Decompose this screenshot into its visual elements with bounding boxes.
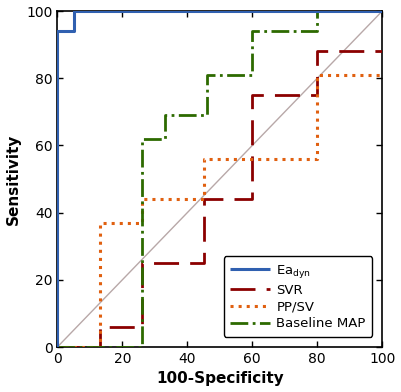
Legend: Ea$_{\rm dyn}$, SVR, PP/SV, Baseline MAP: Ea$_{\rm dyn}$, SVR, PP/SV, Baseline MAP (224, 256, 373, 337)
Y-axis label: Sensitivity: Sensitivity (6, 133, 20, 225)
X-axis label: 100-Specificity: 100-Specificity (156, 372, 284, 387)
